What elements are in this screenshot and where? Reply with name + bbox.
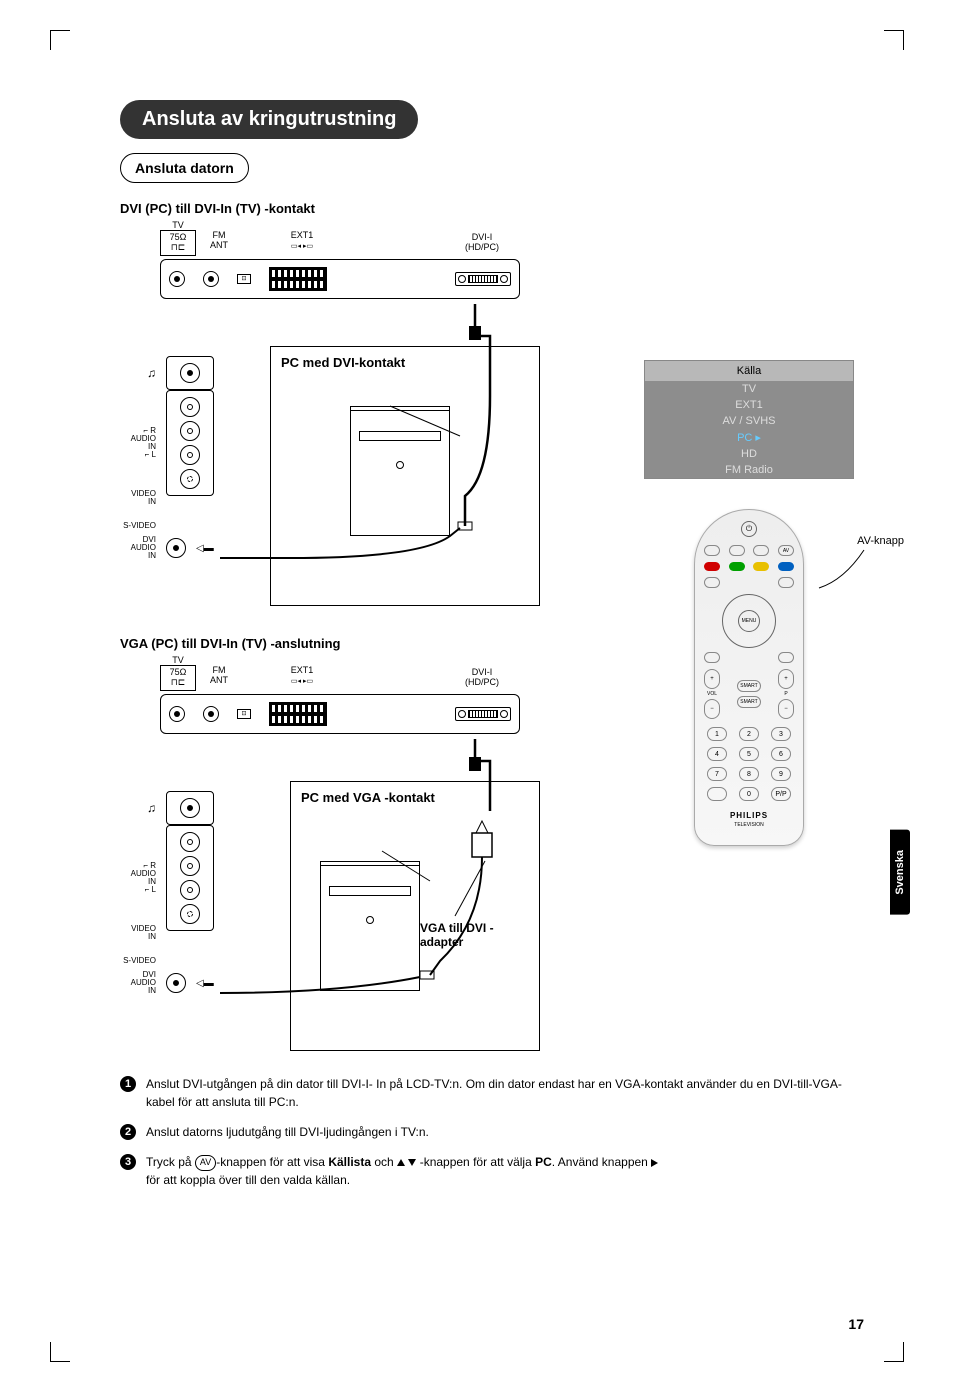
color-button[interactable] — [753, 562, 769, 571]
source-title: Källa — [645, 361, 853, 381]
step-3: 3 Tryck på AV-knappen för att visa Källi… — [120, 1153, 864, 1189]
num-button[interactable]: 3 — [771, 727, 791, 741]
ext1-label: EXT1 — [291, 230, 314, 240]
fm-port — [203, 271, 219, 287]
svideo-label: S-VIDEO — [123, 521, 156, 530]
num-button[interactable]: 8 — [739, 767, 759, 781]
subbrand: TELEVISION — [704, 822, 794, 828]
adapter-label: VGA till DVI -adapter — [420, 921, 520, 949]
source-item[interactable]: EXT1 — [645, 397, 853, 413]
color-button[interactable] — [778, 562, 794, 571]
vol-down[interactable]: − — [704, 699, 720, 719]
remote-btn[interactable] — [778, 577, 794, 588]
pc-tower-2 — [320, 861, 420, 991]
vol-up[interactable]: + — [704, 669, 720, 689]
remote-btn[interactable] — [704, 652, 720, 663]
step-num: 2 — [120, 1124, 136, 1140]
pc-tower — [350, 406, 450, 536]
diagram-dvi: TV 75Ω⊓⊏ FM ANT EXT1 ▭◂ ▸▭ DVI-I (HD/PC) — [120, 226, 540, 616]
pc-dvi-label: PC med DVI-kontakt — [271, 347, 539, 374]
ant-label: ANT — [210, 240, 228, 250]
num-button[interactable]: 0 — [739, 787, 759, 801]
smart-btn[interactable]: SMART — [737, 680, 761, 692]
up-icon — [397, 1159, 405, 1166]
scart-port — [269, 267, 327, 291]
pc-vga-label: PC med VGA -kontakt — [291, 782, 539, 809]
audio-l-jack — [180, 421, 200, 441]
right-icon — [651, 1159, 658, 1167]
coax-port — [169, 271, 185, 287]
page: Ansluta av kringutrustning Ansluta dator… — [0, 0, 954, 1392]
audio-l: L — [152, 450, 156, 459]
step-text: Anslut datorns ljudutgång till DVI-ljudi… — [146, 1123, 429, 1141]
num-button[interactable]: 6 — [771, 747, 791, 761]
audio-r-jack — [180, 397, 200, 417]
num-button[interactable]: 1 — [707, 727, 727, 741]
num-button[interactable]: 7 — [707, 767, 727, 781]
fm-label: FM — [213, 230, 226, 240]
tv-back-panel-2: TV 75Ω⊓⊏ FM ANT EXT1 ▭◂ ▸▭ DVI-I (HD/PC) — [160, 661, 520, 751]
source-item[interactable]: FM Radio — [645, 462, 853, 478]
page-number: 17 — [848, 1316, 864, 1332]
steps: 1 Anslut DVI-utgången på din dator till … — [120, 1075, 864, 1189]
step-text: Tryck på AV-knappen för att visa Källist… — [146, 1153, 658, 1189]
tv-back-panel: TV 75Ω⊓⊏ FM ANT EXT1 ▭◂ ▸▭ DVI-I (HD/PC) — [160, 226, 520, 316]
num-button[interactable]: P/P — [771, 787, 791, 801]
num-button[interactable]: 4 — [707, 747, 727, 761]
remote-control: ⏻ AV MENU +VOL− SMARTSMART +P− 123456789… — [694, 509, 804, 846]
video-jack — [180, 445, 200, 465]
hp-jack — [180, 363, 200, 383]
tv-side-panel-2: ♫ ⌐ R AUDIO IN ⌐ L VIDEOIN S-VIDEO — [120, 791, 240, 1001]
num-button[interactable] — [707, 787, 727, 801]
dvi-label: DVI-I — [472, 232, 493, 242]
brand: PHILIPS — [704, 811, 794, 820]
source-item[interactable]: TV — [645, 381, 853, 397]
diagram-vga: TV 75Ω⊓⊏ FM ANT EXT1 ▭◂ ▸▭ DVI-I (HD/PC) — [120, 661, 540, 1051]
nav-ring[interactable]: MENU — [722, 594, 776, 648]
language-tab: Svenska — [890, 830, 910, 915]
step-num: 3 — [120, 1154, 136, 1170]
subtitle: Ansluta datorn — [120, 153, 249, 183]
ohm-label: 75Ω — [170, 232, 187, 242]
smart-btn[interactable]: SMART — [737, 696, 761, 708]
av-pointer-line — [814, 540, 874, 590]
tv-side-panel: ♫ ⌐ R AUDIO IN ⌐ L VIDEO — [120, 356, 240, 566]
hdpc-label: (HD/PC) — [465, 242, 499, 252]
step-num: 1 — [120, 1076, 136, 1092]
section1-heading: DVI (PC) till DVI-In (TV) -kontakt — [120, 201, 864, 216]
step-2: 2 Anslut datorns ljudutgång till DVI-lju… — [120, 1123, 864, 1141]
av-button[interactable]: AV — [778, 545, 794, 556]
remote-btn[interactable] — [778, 652, 794, 663]
power-button[interactable]: ⏻ — [741, 521, 757, 537]
source-item[interactable]: PC ▸ — [645, 429, 853, 446]
tv-label: TV — [160, 220, 196, 230]
source-item[interactable]: HD — [645, 446, 853, 462]
right-column: Källa TVEXT1AV / SVHSPC ▸HDFM Radio AV-k… — [634, 360, 864, 846]
source-item[interactable]: AV / SVHS — [645, 413, 853, 429]
num-button[interactable]: 5 — [739, 747, 759, 761]
menu-button[interactable]: MENU — [738, 610, 760, 632]
headphone-icon: ♫ — [120, 367, 156, 379]
av-icon: AV — [195, 1155, 216, 1171]
remote-btn[interactable] — [704, 545, 720, 556]
color-button[interactable] — [704, 562, 720, 571]
remote-btn[interactable] — [753, 545, 769, 556]
prog-down[interactable]: − — [778, 699, 794, 719]
dvi-port — [455, 272, 511, 286]
step-1: 1 Anslut DVI-utgången på din dator till … — [120, 1075, 864, 1111]
port-strip: ⊡ — [160, 259, 520, 299]
color-button[interactable] — [729, 562, 745, 571]
source-menu: Källa TVEXT1AV / SVHSPC ▸HDFM Radio — [644, 360, 854, 479]
num-button[interactable]: 2 — [739, 727, 759, 741]
prog-up[interactable]: + — [778, 669, 794, 689]
remote-btn[interactable] — [704, 577, 720, 588]
remote-btn[interactable] — [729, 545, 745, 556]
num-button[interactable]: 9 — [771, 767, 791, 781]
svideo-jack — [180, 469, 200, 489]
dvi-audio-jack — [166, 538, 186, 558]
step-text: Anslut DVI-utgången på din dator till DV… — [146, 1075, 864, 1111]
dvi-audio-label: DVI AUDIO — [131, 535, 156, 552]
page-title: Ansluta av kringutrustning — [120, 100, 418, 139]
